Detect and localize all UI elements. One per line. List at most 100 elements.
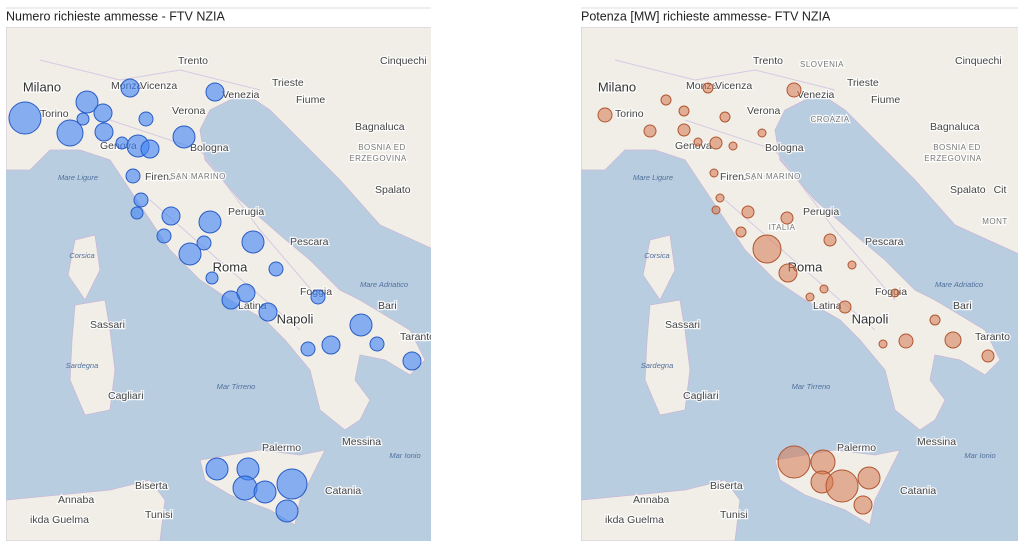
place-label: Trieste [847,77,879,89]
place-label: CROAZIA [810,115,849,124]
place-label: Latina [813,300,842,312]
place-label: Torino [40,108,69,120]
bubble [825,469,859,503]
bubble [275,499,299,523]
bubble [719,111,731,123]
place-label: Bari [953,300,972,312]
place-label: Mare Ligure [58,173,98,182]
bubble [236,283,256,303]
place-label: Mare Adriatico [360,280,408,289]
bubble [810,449,836,475]
place-label: Venezia [797,89,835,101]
bubble [823,233,837,247]
place-label: Vicenza [715,80,752,92]
place-label: Messina [342,436,381,448]
place-label: Sardegna [66,361,99,370]
bubble [693,137,703,147]
bubble [93,103,113,123]
bubble [115,136,129,150]
bubble [276,468,308,500]
bubble [819,284,829,294]
bubble [120,78,140,98]
map: TrentoMilanoMonzaVicenzaTriesteCinquechi… [6,27,435,541]
bubble [300,341,316,357]
bubble [853,495,873,515]
bubble [369,336,385,352]
bubble [56,119,84,147]
bubble [898,333,914,349]
bubble [857,466,881,490]
bubble [125,168,141,184]
place-label: Milano [23,79,61,94]
place-label: Verona [172,105,205,117]
bubble [156,228,172,244]
place-label: Torino [615,108,644,120]
bubble [253,480,277,504]
place-label: Roma [213,259,248,274]
bubble [735,226,747,238]
place-label: Cinquechi [380,55,427,67]
place-label: Trento [178,55,208,67]
place-label: Napoli [852,311,889,326]
place-label: Mare Adriatico [935,280,983,289]
bubble [847,260,857,270]
bubble [741,205,755,219]
place-label: Mar Ionio [389,451,420,460]
bubble [660,94,672,106]
bubble [205,457,229,481]
bubble [75,90,99,114]
bubble [321,335,341,355]
bubble [838,300,852,314]
place-label: SAN MARINO [745,172,801,181]
place-label: Taranto [400,331,435,343]
place-label: Cit [994,184,1007,196]
bubble [709,168,719,178]
bubble [258,302,278,322]
bubble [677,123,691,137]
place-label: Venezia [222,89,260,101]
place-label: Pescara [865,236,904,248]
bubble [133,192,149,208]
bubble [890,288,900,298]
right-panel: Potenza [MW] richieste ammesse- FTV NZIA… [581,7,1018,541]
place-label: Fiume [871,94,900,106]
bubble [597,107,613,123]
place-label: Messina [917,436,956,448]
place-label: Mar Tirreno [792,382,831,391]
bubble [711,205,721,215]
bubble [929,314,941,326]
bubble [752,234,782,264]
place-label: Annaba [58,494,94,506]
bubble [138,111,154,127]
bubble [777,445,811,479]
place-label: Cagliari [683,390,719,402]
bubble [981,349,995,363]
bubble [402,351,422,371]
bubble [310,289,326,305]
place-label: Bagnaluca [355,121,405,133]
bubble [8,101,42,135]
place-label: Bologna [190,142,229,154]
bubble [786,82,802,98]
place-label: Palermo [262,442,301,454]
place-label: Trento [753,55,783,67]
bubble [715,193,725,203]
bubble [780,211,794,225]
place-label: SLOVENIA [800,60,844,69]
panel-title: Potenza [MW] richieste ammesse- FTV NZIA [581,9,831,23]
place-label: Verona [747,105,780,117]
place-label: Sassari [665,319,700,331]
bubble [140,139,160,159]
place-label: Biserta [710,480,743,492]
place-label: Tunisi [720,509,748,521]
bubble [232,475,258,501]
place-label: BOSNIA ED [358,143,406,152]
place-label: Trieste [272,77,304,89]
place-label: Annaba [633,494,669,506]
bubble [757,128,767,138]
bubble [130,206,144,220]
place-label: Biserta [135,480,168,492]
place-label: Napoli [277,311,314,326]
